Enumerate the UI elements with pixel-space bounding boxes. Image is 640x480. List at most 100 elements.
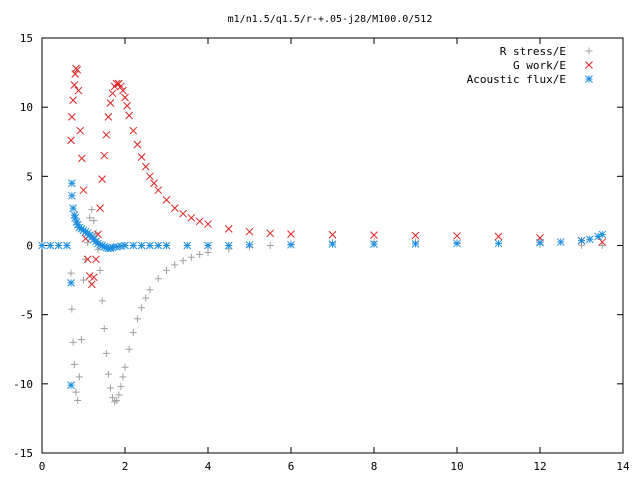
data-point xyxy=(266,229,275,238)
data-point xyxy=(67,269,75,277)
data-point xyxy=(125,345,133,353)
data-point xyxy=(146,172,154,181)
data-point xyxy=(68,112,76,121)
data-point xyxy=(183,241,192,250)
data-point xyxy=(92,255,100,264)
x-tick-label: 4 xyxy=(205,460,212,473)
data-point xyxy=(79,186,88,195)
data-point xyxy=(138,304,146,312)
data-point xyxy=(494,239,503,248)
data-point xyxy=(162,195,171,204)
data-point xyxy=(117,383,125,391)
data-point xyxy=(121,93,129,102)
legend-marker xyxy=(585,61,593,69)
data-point xyxy=(187,253,195,261)
data-point xyxy=(121,363,129,371)
y-tick-label: -15 xyxy=(13,447,33,460)
data-point xyxy=(75,373,83,381)
data-point xyxy=(109,394,117,402)
data-point xyxy=(411,239,420,248)
data-point xyxy=(154,241,163,250)
data-point xyxy=(133,315,141,323)
data-point xyxy=(370,240,378,248)
x-tick-label: 14 xyxy=(616,460,630,473)
data-point xyxy=(115,391,123,399)
x-tick-label: 2 xyxy=(122,460,129,473)
data-point xyxy=(195,217,204,226)
data-point xyxy=(125,111,134,120)
data-point xyxy=(146,241,154,250)
legend-marker xyxy=(585,75,593,83)
data-point xyxy=(204,241,212,250)
data-point xyxy=(96,204,104,213)
data-point xyxy=(123,101,131,110)
data-point xyxy=(129,329,137,337)
data-point xyxy=(72,388,80,396)
data-point xyxy=(86,214,94,222)
data-point xyxy=(196,250,204,258)
y-tick-label: 5 xyxy=(26,170,33,183)
data-point xyxy=(187,213,196,222)
data-point xyxy=(69,96,77,105)
data-point xyxy=(116,82,125,91)
data-point xyxy=(119,86,127,95)
data-point xyxy=(112,79,121,88)
data-point xyxy=(598,242,606,249)
data-point xyxy=(73,65,82,74)
data-point xyxy=(150,179,158,188)
x-tick-label: 10 xyxy=(450,460,463,473)
y-tick-label: 10 xyxy=(20,101,33,114)
data-point xyxy=(113,396,121,404)
data-point xyxy=(154,186,163,195)
data-point xyxy=(100,151,109,160)
data-point xyxy=(100,325,108,332)
series-plus xyxy=(67,206,606,406)
data-point xyxy=(68,305,76,313)
data-point xyxy=(536,238,544,247)
data-point xyxy=(224,241,233,250)
data-point xyxy=(146,286,154,294)
data-point xyxy=(63,241,71,250)
data-point xyxy=(577,236,586,245)
data-point xyxy=(328,240,337,248)
x-tick-label: 12 xyxy=(533,460,546,473)
y-tick-label: -10 xyxy=(13,378,33,391)
data-point xyxy=(85,272,94,280)
data-point xyxy=(142,294,150,302)
data-point xyxy=(77,336,85,344)
data-point xyxy=(598,238,607,246)
y-tick-label: 0 xyxy=(26,240,33,253)
data-point xyxy=(163,266,170,274)
data-point xyxy=(83,255,92,264)
data-point xyxy=(67,381,75,390)
data-point xyxy=(98,297,106,305)
data-point xyxy=(170,204,179,213)
data-point xyxy=(179,257,187,265)
data-point xyxy=(162,241,171,250)
data-point xyxy=(411,231,420,240)
data-point xyxy=(70,360,78,368)
data-point xyxy=(598,230,607,239)
data-point xyxy=(69,204,77,213)
data-point xyxy=(70,81,79,89)
data-point xyxy=(129,241,138,250)
legend-label: Acoustic flux/E xyxy=(467,73,566,86)
data-point xyxy=(106,99,115,107)
data-point xyxy=(328,230,337,239)
data-point xyxy=(67,136,75,145)
data-point xyxy=(137,153,146,161)
data-point xyxy=(121,241,129,250)
data-point xyxy=(88,206,96,214)
series-cross xyxy=(67,64,607,289)
legend-marker xyxy=(585,47,593,55)
legend-label: G work/E xyxy=(513,59,566,72)
data-point xyxy=(370,231,378,239)
data-point xyxy=(245,227,254,236)
data-point xyxy=(74,396,82,404)
data-point xyxy=(224,225,233,233)
data-point xyxy=(68,179,76,188)
x-tick-label: 6 xyxy=(288,460,295,473)
x-tick-label: 8 xyxy=(371,460,378,473)
data-point xyxy=(245,240,254,249)
data-point xyxy=(171,261,179,269)
